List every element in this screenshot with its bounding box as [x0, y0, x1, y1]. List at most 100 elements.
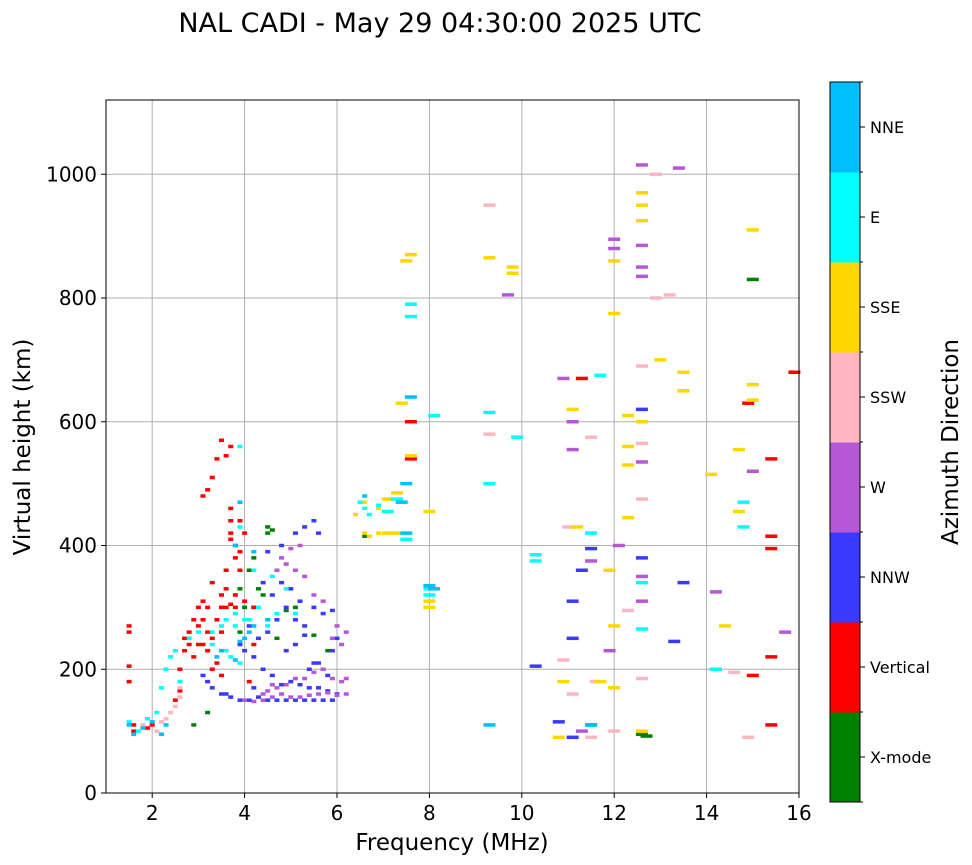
colorbar-segment	[830, 262, 860, 353]
data-point	[158, 732, 164, 736]
data-point	[329, 636, 335, 641]
colorbar-label: Azimuth Direction	[938, 339, 964, 545]
data-point	[635, 599, 648, 603]
data-point	[228, 506, 234, 511]
data-point	[228, 537, 234, 542]
data-point	[362, 494, 368, 498]
series-e	[126, 302, 750, 733]
data-point	[232, 543, 238, 548]
data-point	[635, 265, 648, 269]
data-point	[362, 506, 368, 511]
data-point	[311, 661, 317, 665]
data-point	[232, 605, 238, 610]
data-point	[168, 655, 174, 659]
data-point	[265, 549, 271, 554]
colorbar-tick-label: SSE	[870, 298, 900, 317]
data-point	[362, 534, 368, 538]
y-tick-label: 0	[84, 781, 97, 805]
data-point	[283, 605, 289, 610]
data-point	[237, 525, 243, 529]
data-point	[428, 587, 441, 591]
data-point	[728, 670, 741, 675]
data-point	[283, 648, 289, 653]
data-point	[585, 546, 598, 551]
y-tick-label: 1000	[46, 162, 97, 186]
data-point	[483, 256, 496, 260]
data-point	[177, 679, 183, 684]
data-point	[622, 463, 635, 467]
data-point	[246, 568, 252, 572]
data-point	[612, 543, 625, 548]
data-point	[529, 664, 542, 668]
data-point	[260, 698, 266, 702]
data-point	[566, 692, 579, 696]
data-point	[566, 636, 579, 641]
data-point	[149, 723, 155, 727]
data-point	[274, 636, 280, 641]
data-point	[483, 432, 496, 436]
data-point	[209, 630, 215, 634]
data-point	[737, 500, 750, 504]
data-point	[251, 655, 257, 659]
data-point	[404, 454, 417, 458]
data-point	[251, 624, 257, 628]
data-point	[242, 636, 248, 641]
data-point	[329, 698, 335, 702]
data-point	[177, 689, 183, 693]
data-point	[223, 568, 229, 572]
data-point	[376, 503, 382, 508]
data-point	[765, 546, 778, 551]
series-vertical	[126, 370, 801, 733]
data-point	[635, 420, 648, 424]
data-point	[219, 673, 224, 678]
data-point	[195, 624, 201, 628]
data-point	[404, 395, 417, 399]
data-point	[242, 648, 248, 653]
data-point	[228, 444, 234, 449]
data-point	[654, 358, 667, 362]
data-point	[329, 676, 335, 681]
data-point	[316, 692, 322, 696]
data-point	[200, 618, 206, 622]
data-point	[154, 729, 160, 733]
data-point	[400, 531, 413, 535]
series-nne	[126, 395, 598, 736]
data-point	[746, 469, 759, 473]
data-point	[635, 574, 648, 579]
data-point	[635, 218, 648, 223]
data-point	[126, 624, 132, 628]
data-point	[274, 618, 280, 622]
data-point	[594, 679, 607, 684]
data-point	[265, 630, 271, 634]
data-point	[182, 636, 188, 641]
data-point	[325, 689, 331, 693]
data-point	[297, 599, 303, 603]
data-point	[529, 553, 542, 557]
data-point	[283, 608, 289, 613]
data-point	[131, 732, 137, 736]
y-tick-label: 400	[59, 534, 97, 558]
y-tick-label: 200	[59, 657, 97, 681]
data-point	[265, 525, 271, 529]
data-point	[334, 693, 340, 697]
data-point	[246, 679, 252, 684]
data-point	[649, 172, 662, 176]
data-point	[316, 661, 322, 665]
data-point	[191, 655, 197, 659]
data-point	[423, 583, 436, 588]
data-point	[585, 531, 598, 535]
data-point	[404, 314, 417, 319]
data-point	[325, 673, 331, 678]
data-point	[177, 686, 183, 690]
data-point	[404, 420, 417, 424]
data-point	[381, 509, 394, 514]
data-point	[311, 519, 317, 523]
data-point	[483, 203, 496, 207]
data-point	[265, 618, 271, 622]
data-point	[366, 512, 372, 517]
data-point	[145, 717, 151, 721]
data-point	[265, 689, 271, 693]
data-point	[292, 611, 298, 616]
data-point	[200, 673, 206, 678]
